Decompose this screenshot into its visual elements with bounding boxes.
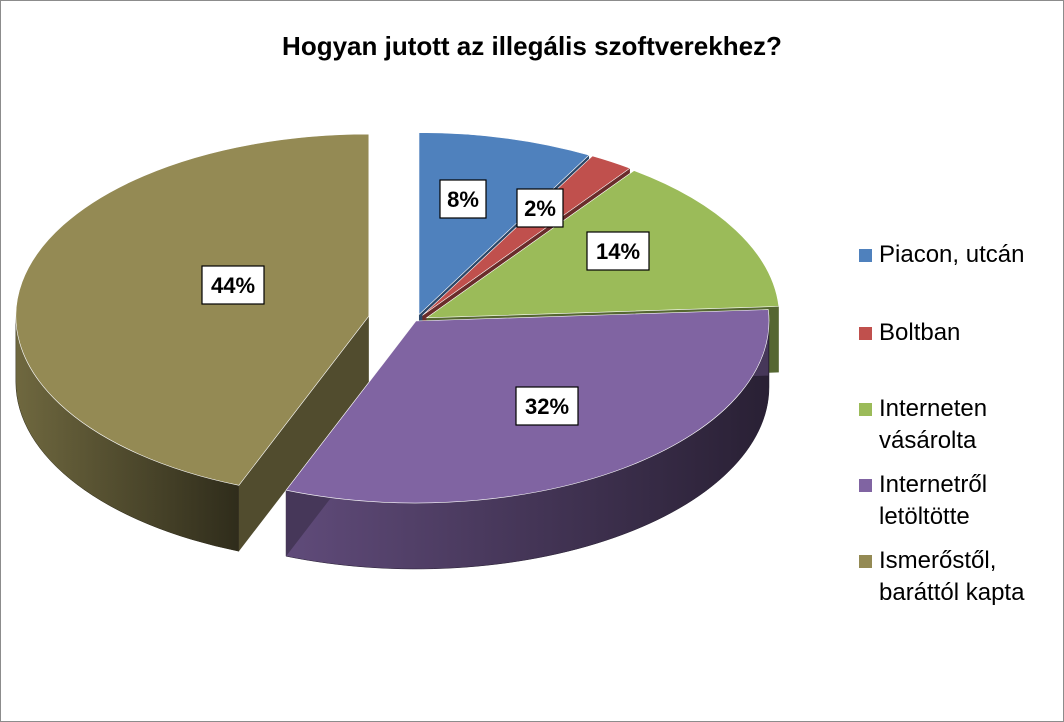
data-label: 14% — [586, 231, 650, 271]
svg-text:32%: 32% — [525, 394, 569, 419]
data-label: 8% — [439, 179, 487, 219]
legend-label: Ismerőstől, baráttól kapta — [879, 547, 1025, 606]
legend-label: Piacon, utcán — [879, 241, 1025, 268]
svg-text:14%: 14% — [596, 239, 640, 264]
legend-swatch — [859, 479, 872, 492]
legend-label: Interneten vásárolta — [879, 395, 988, 454]
data-label: 44% — [201, 265, 265, 305]
svg-text:44%: 44% — [211, 273, 255, 298]
legend-swatch — [859, 403, 872, 416]
pie-slice — [15, 133, 370, 552]
data-label: 32% — [515, 386, 579, 426]
data-label: 2% — [516, 188, 564, 228]
legend-swatch — [859, 249, 872, 262]
svg-text:8%: 8% — [447, 187, 479, 212]
chart-title: Hogyan jutott az illegális szoftverekhez… — [282, 31, 782, 61]
legend-swatch — [859, 555, 872, 568]
legend-label: Boltban — [879, 319, 961, 346]
svg-text:2%: 2% — [524, 196, 556, 221]
legend-swatch — [859, 327, 872, 340]
legend-label: Internetről letöltötte — [879, 471, 988, 530]
